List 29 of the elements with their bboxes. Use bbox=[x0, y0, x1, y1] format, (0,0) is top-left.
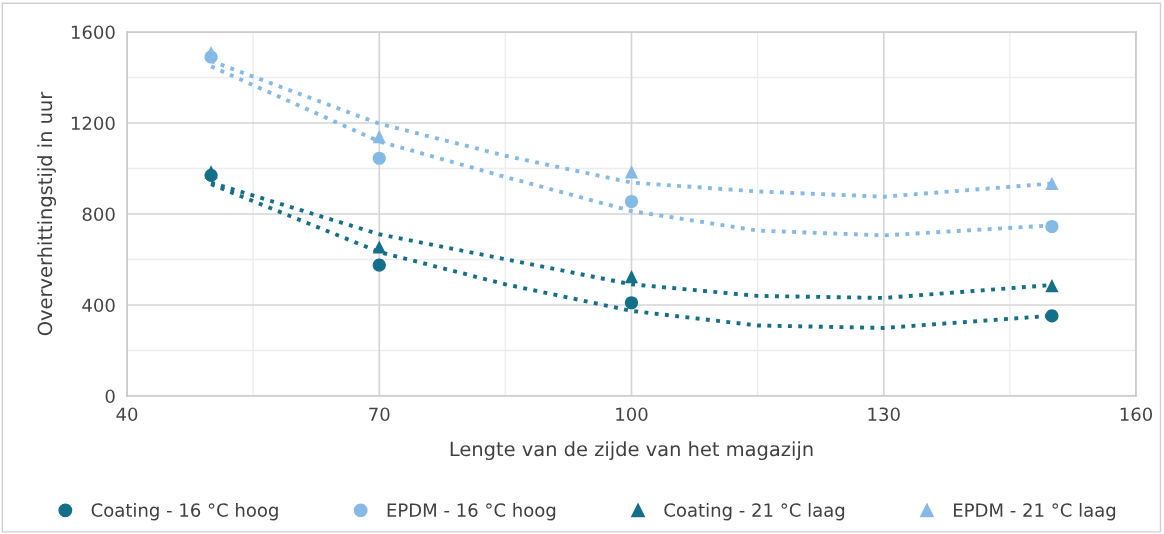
point bbox=[1045, 279, 1059, 293]
point bbox=[372, 130, 386, 144]
point bbox=[624, 165, 639, 179]
legend-label: EPDM - 21 °C laag bbox=[954, 502, 1116, 521]
x-tick-label: 130 bbox=[868, 407, 900, 422]
point bbox=[624, 296, 639, 310]
x-axis-title: Lengte van de zijde van het magazijn bbox=[450, 441, 813, 461]
point bbox=[204, 50, 218, 64]
x-tick-label: 100 bbox=[616, 407, 648, 422]
y-tick-label: 800 bbox=[82, 207, 115, 222]
y-tick-label: 0 bbox=[105, 389, 115, 404]
y-axis-title: Oververhittingstijd in uur bbox=[37, 91, 57, 336]
x-tick-label: 40 bbox=[116, 407, 138, 422]
y-tick-label: 400 bbox=[82, 298, 115, 313]
legend-label: EPDM - 16 °C hoog bbox=[387, 502, 556, 521]
point bbox=[624, 269, 639, 284]
x-tick-label: 160 bbox=[1120, 407, 1153, 422]
point bbox=[1045, 219, 1059, 234]
x-tick-label: 70 bbox=[369, 407, 390, 422]
point bbox=[372, 258, 386, 272]
y-tick-label: 1600 bbox=[71, 25, 115, 40]
y-tick-label: 1200 bbox=[71, 116, 115, 131]
point bbox=[1045, 309, 1059, 323]
point bbox=[1045, 176, 1059, 190]
point bbox=[372, 240, 386, 254]
point bbox=[624, 194, 639, 209]
legend-label: Coating - 21 °C laag bbox=[664, 502, 845, 521]
point bbox=[372, 151, 386, 165]
legend-label: Coating - 16 °C hoog bbox=[91, 502, 278, 521]
